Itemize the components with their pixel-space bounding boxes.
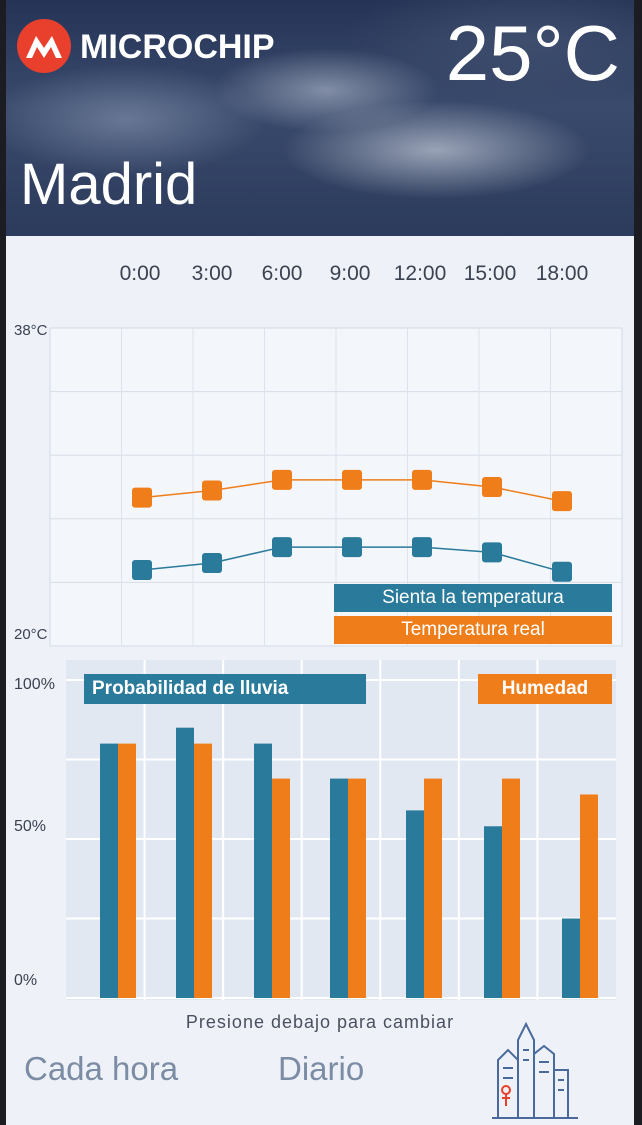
rain-axis-0-label: 0% xyxy=(14,972,38,989)
tab-hourly[interactable]: Cada hora xyxy=(24,1050,179,1087)
temp-data-point xyxy=(482,542,502,563)
temp-data-point xyxy=(202,480,222,501)
temp-data-point xyxy=(272,469,292,490)
rain-humidity-chart xyxy=(66,660,616,1000)
humidity-bar xyxy=(580,794,598,998)
hour-label: 3:00 xyxy=(191,262,233,285)
hour-label: 18:00 xyxy=(535,262,589,285)
humidity-bar xyxy=(424,778,442,998)
temp-data-point xyxy=(132,560,152,581)
humidity-bar xyxy=(272,778,290,998)
humidity-bar xyxy=(194,743,212,998)
rain-probability-bar xyxy=(562,918,580,998)
temp-data-point xyxy=(342,537,362,558)
legend-rain-probability: Probabilidad de lluvia xyxy=(84,674,366,704)
rain-probability-bar xyxy=(484,826,502,998)
legend-feel-temperature: Sienta la temperatura xyxy=(334,584,612,612)
city-name: Madrid xyxy=(20,152,198,217)
temp-data-point xyxy=(272,537,292,558)
hour-label: 12:00 xyxy=(393,262,447,285)
rain-probability-bar xyxy=(254,743,272,998)
temp-data-point xyxy=(132,487,152,508)
hour-label: 0:00 xyxy=(119,262,161,285)
legend-humidity: Humedad xyxy=(478,674,612,704)
temp-data-point xyxy=(552,561,572,582)
city-skyline-icon[interactable] xyxy=(488,1020,584,1120)
rain-probability-bar xyxy=(176,727,194,998)
legend-real-temperature: Temperatura real xyxy=(334,616,612,644)
hour-label: 15:00 xyxy=(463,262,517,285)
tab-daily[interactable]: Diario xyxy=(278,1050,365,1087)
rain-probability-bar xyxy=(330,778,348,998)
rain-probability-bar xyxy=(100,743,118,998)
humidity-bar xyxy=(348,778,366,998)
temp-data-point xyxy=(412,469,432,490)
hour-label: 6:00 xyxy=(261,262,303,285)
brand-name: MICROCHIP xyxy=(80,28,275,66)
hour-label: 9:00 xyxy=(329,262,371,285)
temp-data-point xyxy=(342,469,362,490)
current-temperature: 25°C xyxy=(445,9,620,97)
rain-axis-50-label: 50% xyxy=(14,818,47,835)
temp-data-point xyxy=(412,537,432,558)
temp-axis-min-label: 20°C xyxy=(14,626,48,643)
rain-probability-bar xyxy=(406,810,424,998)
humidity-bar xyxy=(502,778,520,998)
temp-data-point xyxy=(482,477,502,497)
weather-screen: MICROCHIP 25°C Madrid 0:00 3:00 6:00 9:00 12… xyxy=(6,0,634,1125)
microchip-logo-icon xyxy=(17,19,71,73)
humidity-bar xyxy=(118,743,136,998)
temp-data-point xyxy=(552,491,572,512)
temp-data-point xyxy=(202,552,222,573)
temp-axis-max-label: 38°C xyxy=(14,322,48,339)
switch-hint: Presione debajo para cambiar xyxy=(185,1012,455,1032)
rain-axis-100-label: 100% xyxy=(14,676,55,693)
header-banner: MICROCHIP 25°C Madrid xyxy=(6,0,634,236)
